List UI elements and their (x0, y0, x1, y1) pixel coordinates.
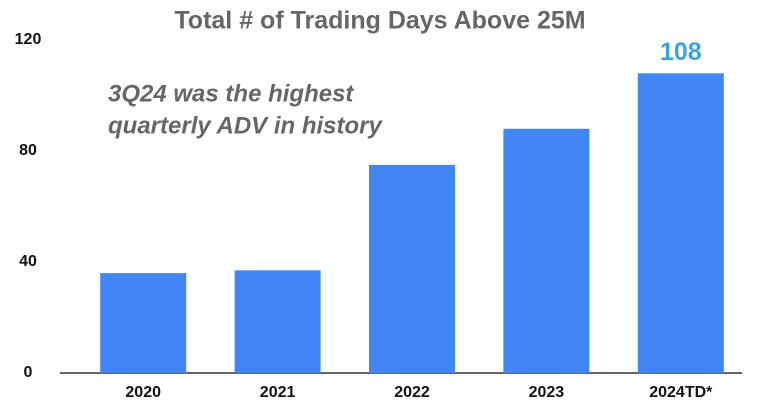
y-tick-label: 40 (19, 253, 37, 270)
x-tick-label: 2022 (394, 384, 430, 401)
x-tick-label: 2020 (125, 384, 161, 401)
bar (100, 273, 187, 373)
bar (503, 128, 590, 373)
bar (234, 270, 321, 373)
data-label: 108 (660, 38, 702, 66)
x-tick-label: 2021 (260, 384, 296, 401)
y-tick-label: 0 (24, 364, 33, 381)
bar (368, 164, 456, 373)
x-tick-label: 2023 (529, 384, 565, 401)
bar (637, 73, 724, 374)
annotation: quarterly ADV in history (108, 112, 383, 139)
annotation: 3Q24 was the highest (108, 80, 354, 107)
chart-title: Total # of Trading Days Above 25M (174, 7, 585, 35)
y-tick-label: 80 (19, 142, 37, 159)
y-tick-label: 120 (15, 31, 42, 48)
x-tick-label: 2024TD* (649, 384, 713, 401)
